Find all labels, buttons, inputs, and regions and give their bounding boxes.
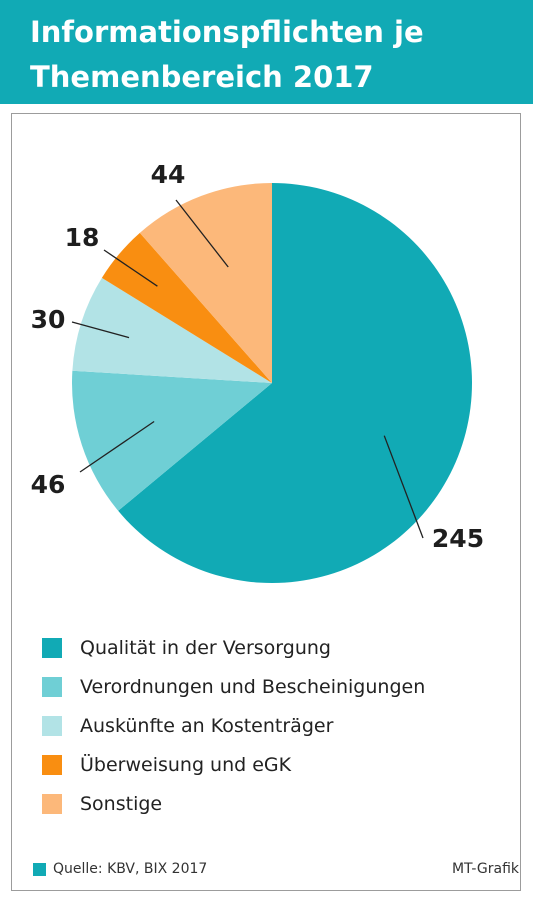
- graphic-credit: MT-Grafik: [451, 861, 519, 877]
- legend-item-sonstige: Sonstige: [42, 784, 425, 823]
- legend-swatch-verordnungen: [42, 676, 62, 697]
- leader-line-ueberweisung: [103, 249, 158, 287]
- legend-swatch-sonstige: [42, 793, 62, 814]
- legend-label-verordnungen: Verordnungen und Bescheinigungen: [80, 675, 426, 698]
- pie-slice-verordnungen: [72, 370, 272, 511]
- legend-item-auskuenfte: Auskünfte an Kostenträger: [42, 706, 425, 745]
- chart-title-line-1: Informationspflichten je: [30, 15, 424, 49]
- legend-swatch-qualitaet: [42, 637, 62, 658]
- legend-label-auskuenfte: Auskünfte an Kostenträger: [80, 714, 334, 737]
- legend-swatch-auskuenfte: [42, 715, 62, 736]
- legend: Qualität in der Versorgung Verordnungen …: [42, 628, 425, 823]
- legend-label-ueberweisung: Überweisung und eGK: [80, 753, 292, 776]
- title-banner: Informationspflichten je Themenbereich 2…: [0, 0, 533, 104]
- pie-slice-sonstige: [139, 183, 272, 383]
- leader-line-sonstige: [175, 199, 229, 268]
- pie-slice-qualitaet: [118, 183, 472, 583]
- data-label-auskuenfte: 30: [31, 305, 66, 334]
- source-text: Quelle: KBV, BIX 2017: [53, 861, 208, 877]
- legend-label-qualitaet: Qualität in der Versorgung: [80, 636, 331, 659]
- legend-label-sonstige: Sonstige: [80, 792, 163, 815]
- data-label-ueberweisung: 18: [65, 223, 100, 252]
- data-label-sonstige: 44: [151, 160, 186, 189]
- data-label-qualitaet: 245: [432, 524, 484, 553]
- leader-line-auskuenfte: [71, 321, 130, 339]
- pie-slice-ueberweisung: [101, 232, 272, 383]
- source-swatch: [33, 862, 46, 876]
- legend-item-qualitaet: Qualität in der Versorgung: [42, 628, 425, 667]
- chart-title-line-2: Themenbereich 2017: [30, 60, 374, 94]
- leader-line-verordnungen: [79, 420, 155, 473]
- legend-item-verordnungen: Verordnungen und Bescheinigungen: [42, 667, 425, 706]
- data-label-verordnungen: 46: [31, 470, 66, 499]
- pie-slice-auskuenfte: [72, 277, 272, 383]
- legend-item-ueberweisung: Überweisung und eGK: [42, 745, 425, 784]
- chart-panel: [11, 113, 521, 891]
- leader-line-qualitaet: [383, 435, 424, 539]
- chart-title: Informationspflichten je Themenbereich 2…: [30, 10, 533, 100]
- legend-swatch-ueberweisung: [42, 754, 62, 775]
- source-note: Quelle: KBV, BIX 2017: [33, 861, 207, 877]
